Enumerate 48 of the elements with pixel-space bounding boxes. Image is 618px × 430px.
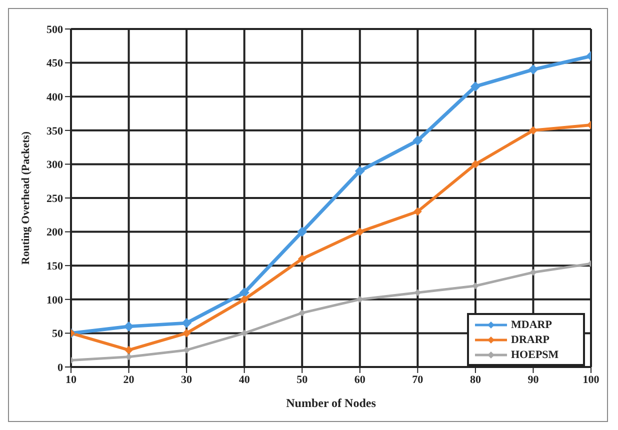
y-tick-label: 200 — [46, 226, 64, 239]
legend-label: HOEPSM — [511, 348, 559, 360]
x-tick-label: 100 — [582, 374, 600, 386]
point — [183, 346, 190, 354]
y-tick-label: 500 — [46, 24, 64, 36]
point — [297, 226, 308, 237]
point — [240, 330, 248, 337]
legend-label: DRARP — [511, 334, 550, 346]
point — [298, 254, 306, 264]
y-tick-label: 450 — [46, 58, 64, 70]
point — [239, 288, 250, 298]
y-tick-label: 150 — [46, 260, 64, 273]
y-tick-label: 250 — [46, 192, 64, 205]
point — [529, 126, 538, 135]
point — [413, 207, 422, 216]
point — [298, 310, 306, 316]
point — [356, 228, 364, 236]
x-tick-label: 60 — [354, 374, 366, 386]
x-tick-label: 80 — [470, 374, 482, 386]
point — [412, 136, 423, 146]
point — [182, 329, 191, 338]
point — [124, 346, 133, 354]
x-tick-label: 20 — [123, 374, 135, 386]
x-axis-title: Number of Nodes — [286, 396, 376, 410]
y-axis-title: Routing Overhead (Packets) — [20, 131, 32, 265]
legend-label: MDARP — [511, 318, 552, 330]
x-tick-label: 30 — [181, 374, 193, 386]
point — [124, 321, 134, 332]
x-tick-label: 70 — [412, 374, 424, 386]
point — [528, 64, 538, 75]
point — [356, 296, 364, 303]
y-tick-label: 350 — [46, 125, 64, 138]
x-tick-label: 10 — [66, 374, 77, 386]
x-tick-label: 90 — [528, 374, 540, 386]
point — [240, 295, 249, 304]
y-tick-label: 300 — [46, 159, 64, 172]
y-tick-label: 0 — [58, 362, 64, 374]
x-tick-label: 40 — [238, 374, 250, 386]
point — [472, 282, 479, 290]
y-tick-label: 400 — [46, 92, 64, 104]
point — [354, 166, 365, 176]
x-tick-label: 50 — [296, 374, 308, 386]
point — [182, 318, 192, 328]
point — [470, 81, 480, 92]
point — [530, 268, 537, 276]
y-tick-label: 100 — [46, 294, 64, 306]
y-tick-label: 50 — [52, 328, 64, 340]
point — [471, 160, 480, 168]
